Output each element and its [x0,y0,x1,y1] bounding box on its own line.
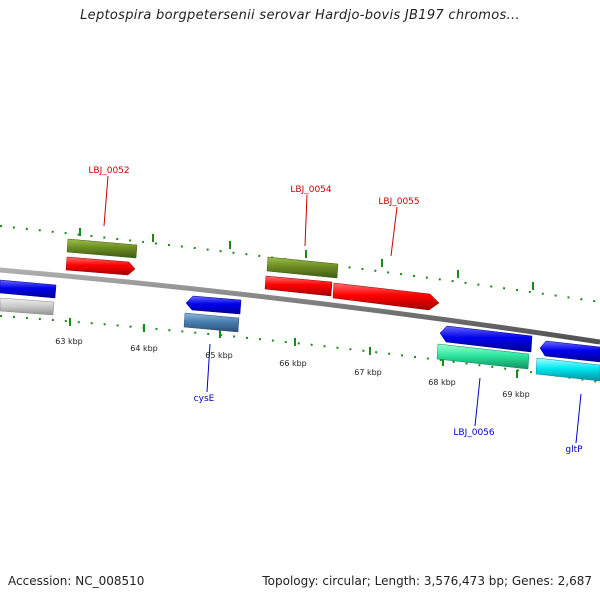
genome-backbone [0,267,600,345]
gene-label-gltP[interactable]: gltP [565,445,583,455]
gene-label-LBJ_0056[interactable]: LBJ_0056 [453,428,495,438]
tick-label-66kbp: 66 kbp [279,359,307,368]
map-title: Leptospira borgpetersenii serovar Hardjo… [80,8,520,23]
accession-label: Accession: NC_008510 [8,574,145,588]
feature-cysE-blue[interactable] [185,295,242,315]
leader-line-cysE [206,343,211,393]
tick-label-67kbp: 67 kbp [354,368,382,377]
feature-LBJ_0054-olive[interactable] [266,256,339,279]
tick-label-64kbp: 64 kbp [130,344,158,353]
feature-LBJ_0056-spring-green[interactable] [436,343,530,370]
feature-LBJ_0052-olive[interactable] [66,238,138,259]
tick-label-69kbp: 69 kbp [502,390,530,399]
topology-summary: Topology: circular; Length: 3,576,473 bp… [262,574,592,588]
leader-line-LBJ_0054 [304,194,308,247]
gene-label-LBJ_0055[interactable]: LBJ_0055 [378,197,419,207]
gene-label-LBJ_0052[interactable]: LBJ_0052 [88,166,129,176]
gene-label-cysE[interactable]: cysE [194,394,215,404]
tick-label-63kbp: 63 kbp [55,337,83,346]
leader-line-LBJ_0055 [390,206,398,257]
leader-line-LBJ_0056 [474,377,481,427]
feature-LBJ_0052-red[interactable] [65,256,136,276]
inner-ruler-major-ticks [69,318,518,378]
tick-label-65kbp: 65 kbp [205,351,233,360]
feature-left-blue[interactable] [0,279,57,299]
leader-line-gltP [575,393,582,444]
feature-LBJ_0055-red[interactable] [332,282,440,311]
leader-line-LBJ_0052 [103,175,109,227]
feature-gltP-blue[interactable] [539,340,600,363]
feature-cysE-steel[interactable] [183,312,240,333]
feature-LBJ_0054-red[interactable] [264,275,333,297]
tick-label-68kbp: 68 kbp [428,378,456,387]
gene-label-LBJ_0054[interactable]: LBJ_0054 [290,185,332,195]
outer-ruler-major-ticks [79,228,534,290]
feature-LBJ_0056-blue[interactable] [439,325,533,353]
feature-left-grey[interactable] [0,297,55,316]
feature-gltP-cyan[interactable] [535,357,600,382]
